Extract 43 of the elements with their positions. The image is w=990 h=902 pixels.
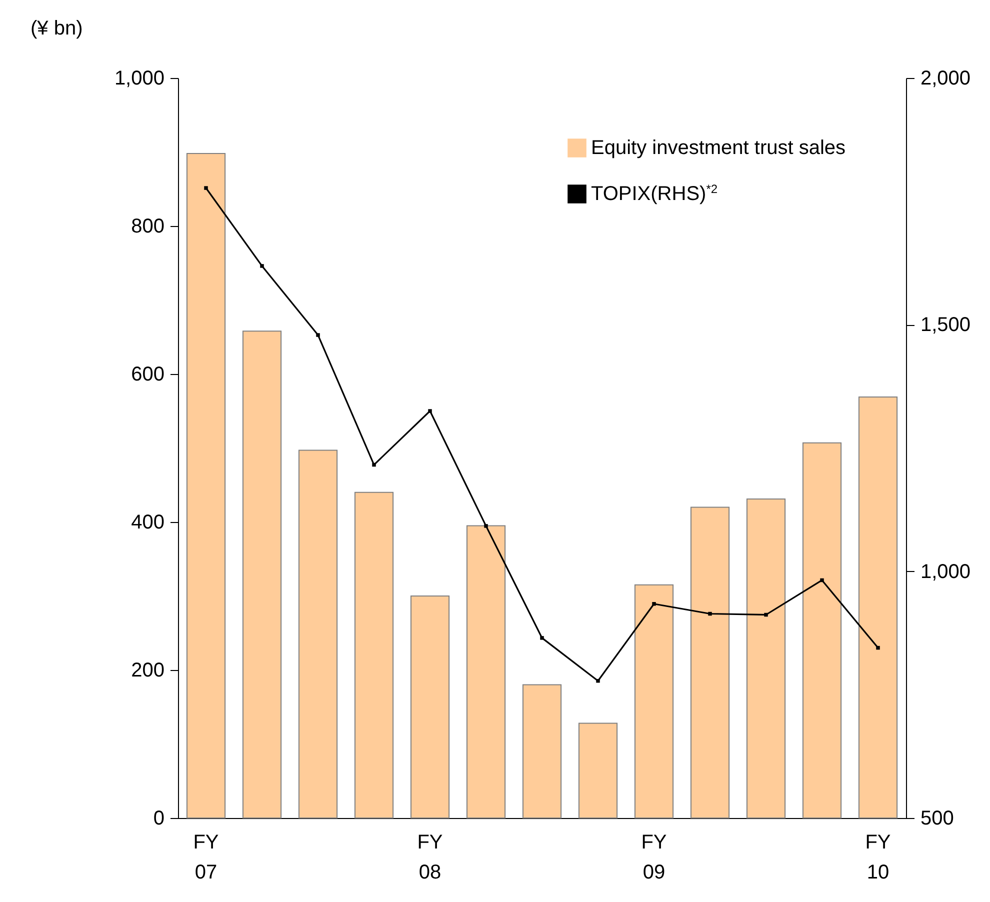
point	[204, 186, 208, 190]
point	[708, 612, 712, 616]
bar	[242, 330, 282, 818]
x-tick-label: FY 09	[641, 832, 667, 884]
bar	[522, 684, 562, 818]
bar	[298, 450, 338, 818]
point	[876, 646, 880, 650]
y-tick-label: 800	[131, 216, 164, 238]
y2-tick-label: 1,500	[920, 314, 971, 336]
y2-tick-label: 1,000	[920, 560, 971, 583]
point	[652, 602, 656, 606]
y-tick-label: 0	[153, 808, 164, 830]
x-tick-label: FY 10	[865, 832, 891, 884]
point	[484, 524, 488, 528]
point	[540, 636, 544, 640]
bar	[802, 442, 842, 818]
y-tick-label: 1,000	[114, 68, 164, 90]
point	[260, 264, 264, 268]
point	[596, 678, 600, 683]
bar	[578, 722, 618, 818]
point	[764, 612, 768, 617]
point	[428, 409, 432, 413]
y2-tick-label: 2,000	[920, 68, 971, 90]
y-axis-title: (¥ bn)	[30, 18, 83, 40]
x-tick-label: FY 07	[193, 832, 219, 884]
y-tick-label: 600	[131, 364, 164, 386]
x-tick-label: FY 08	[417, 832, 443, 884]
legend-label: TOPIX(RHS)$^{*2}$	[591, 182, 718, 205]
y-tick-label: 200	[131, 660, 164, 682]
bar	[746, 498, 786, 818]
point	[372, 462, 376, 467]
bar	[186, 152, 226, 818]
bar	[858, 396, 898, 818]
bar	[690, 506, 730, 818]
legend-label: Equity investment trust sales	[591, 137, 846, 159]
bar	[354, 492, 394, 818]
y2-tick-label: 500	[920, 808, 954, 830]
point	[316, 333, 320, 337]
bar	[410, 596, 450, 818]
point	[820, 578, 824, 582]
y-tick-label: 400	[131, 512, 164, 534]
bar	[634, 584, 674, 818]
bar	[466, 525, 506, 818]
